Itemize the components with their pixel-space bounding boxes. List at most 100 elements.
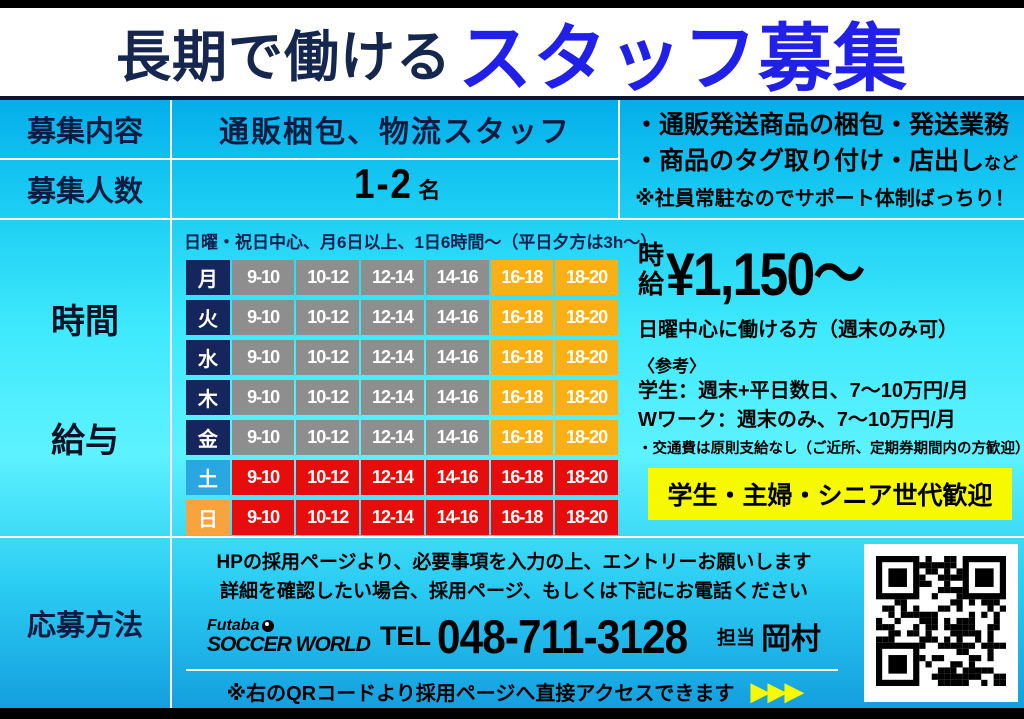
time-slot-cell: 12-14 [361, 340, 424, 375]
time-slot-cell: 18-20 [555, 340, 618, 375]
time-slot-cell: 16-18 [490, 380, 554, 415]
hourly-wage-label-char-1: 時 [638, 239, 665, 270]
company-logo-top: Futaba [206, 616, 275, 634]
schedule-row: 水 9-10 10-12 12-14 14-16 16-18 18-20 [186, 340, 618, 375]
contact-person-name: 岡村 [761, 623, 822, 657]
day-cell: 火 [186, 300, 230, 335]
schedule-row: 金 9-10 10-12 12-14 14-16 16-18 18-20 [186, 420, 618, 455]
bottom-black-bar [0, 708, 1024, 719]
label-time: 時間 [51, 303, 119, 341]
time-slot-cell: 14-16 [425, 420, 489, 455]
time-slot-cell: 16-18 [490, 260, 554, 295]
schedule-table-body: 月 9-10 10-12 12-14 14-16 16-18 18-20 火 9-10 10-12… [186, 260, 618, 535]
contact-person-label: 担当 [717, 627, 756, 649]
company-logo: Futaba SOCCER WORLD [206, 616, 371, 656]
day-cell: 月 [186, 260, 230, 295]
tel-number: 048-711-3128 [436, 609, 688, 663]
company-logo-top-text: Futaba [206, 616, 260, 634]
time-slot-cell: 14-16 [425, 500, 489, 535]
time-slot-cell: 12-14 [361, 500, 424, 535]
time-slot-cell: 12-14 [361, 420, 424, 455]
apply-divider-line [186, 668, 838, 671]
value-recruit-content: 通販梱包、物流スタッフ [172, 100, 620, 160]
time-slot-cell: 9-10 [231, 260, 295, 295]
job-details-panel: ・通販発送商品の梱包・発送業務 ・商品のタグ取り付け・店出しなど ※社員常駐なの… [620, 100, 1024, 220]
time-slot-cell: 10-12 [296, 340, 360, 375]
time-slot-cell: 18-20 [555, 260, 618, 295]
time-slot-cell: 12-14 [361, 460, 424, 495]
apply-instruction-1: HPの採用ページより、必要事項を入力の上、エントリーお願いします [216, 552, 812, 573]
schedule-row: 木 9-10 10-12 12-14 14-16 16-18 18-20 [186, 380, 618, 415]
apply-instruction-2: 詳細を確認したい場合、採用ページ、もしくは下記にお電話ください [219, 581, 809, 603]
qr-note-row: ※右のQRコードより採用ページへ直接アクセスできます ▶▶▶ [182, 677, 846, 706]
hourly-wage-label: 時 給 [638, 241, 664, 298]
time-slot-cell: 16-18 [490, 300, 554, 335]
recruit-count-unit: 名 [418, 178, 441, 203]
reference-line-wwork: Wワーク：週末のみ、7～10万円/月 [638, 409, 956, 431]
day-cell: 水 [186, 340, 230, 375]
schedule-table: 月 9-10 10-12 12-14 14-16 16-18 18-20 火 9-10 10-12… [184, 255, 620, 540]
reference-title: 〈参考〉 [638, 357, 706, 376]
schedule-row: 土 9-10 10-12 12-14 14-16 16-18 18-20 [186, 460, 618, 495]
job-duty-bullet-2: ・商品のタグ取り付け・店出しなど [634, 144, 1018, 180]
company-logo-bottom: SOCCER WORLD [206, 632, 371, 656]
time-slot-cell: 18-20 [555, 460, 618, 495]
time-slot-cell: 10-12 [296, 460, 360, 495]
arrow-right-icons: ▶▶▶ [750, 676, 804, 707]
time-slot-cell: 10-12 [296, 300, 360, 335]
day-cell: 木 [186, 380, 230, 415]
label-wage: 給与 [51, 422, 119, 460]
time-slot-cell: 18-20 [555, 380, 618, 415]
job-duty-bullet-1: ・通販発送商品の梱包・発送業務 [634, 111, 1010, 139]
time-slot-cell: 18-20 [555, 500, 618, 535]
time-slot-cell: 12-14 [361, 260, 424, 295]
wage-line: 時 給 ¥1,150～ [638, 226, 1018, 313]
time-slot-cell: 10-12 [296, 420, 360, 455]
top-black-bar [0, 0, 1024, 8]
time-slot-cell: 14-16 [425, 260, 489, 295]
welcome-banner: 学生・主婦・シニア世代歓迎 [648, 468, 1012, 520]
time-slot-cell: 18-20 [555, 420, 618, 455]
recruit-count-number: 1-2 [353, 160, 413, 207]
time-slot-cell: 16-18 [490, 460, 554, 495]
day-cell: 土 [186, 460, 230, 495]
transport-note: ・交通費は原則支給なし（ご近所、定期券期間内の方歓迎） [638, 441, 1024, 457]
label-recruit-count: 募集人数 [0, 160, 172, 220]
time-slot-cell: 9-10 [231, 380, 295, 415]
schedule-row: 日 9-10 10-12 12-14 14-16 16-18 18-20 [186, 500, 618, 535]
value-recruit-count: 1-2 名 [172, 160, 620, 220]
support-note: ※社員常駐なのでサポート体制ばっちり！ [635, 188, 1015, 210]
schedule-caption: 日曜・祝日中心、月6日以上、1日6時間～（平日夕方は3h～） [184, 233, 658, 252]
time-slot-cell: 9-10 [231, 340, 295, 375]
day-cell: 日 [186, 500, 230, 535]
time-slot-cell: 9-10 [231, 460, 295, 495]
time-slot-cell: 9-10 [231, 500, 295, 535]
label-time-wage: 時間 給与 [0, 220, 172, 538]
time-slot-cell: 10-12 [296, 260, 360, 295]
time-slot-cell: 16-18 [490, 420, 554, 455]
job-duty-bullet-2-main: ・商品のタグ取り付け・店出し [634, 146, 985, 175]
time-slot-cell: 12-14 [361, 300, 424, 335]
qr-code [876, 555, 1006, 691]
schedule-row: 火 9-10 10-12 12-14 14-16 16-18 18-20 [186, 300, 618, 335]
telephone-row: Futaba SOCCER WORLD TEL 048-711-3128 担当 … [182, 609, 846, 664]
time-slot-cell: 14-16 [425, 460, 489, 495]
label-recruit-content: 募集内容 [0, 100, 172, 160]
time-slot-cell: 16-18 [490, 500, 554, 535]
hourly-wage-label-char-2: 給 [638, 268, 665, 299]
poster-body: 募集内容 通販梱包、物流スタッフ ・通販発送商品の梱包・発送業務 ・商品のタグ取… [0, 96, 1024, 708]
poster-header: 長期で働ける スタッフ募集 [0, 8, 1024, 100]
time-slot-cell: 12-14 [361, 380, 424, 415]
day-cell: 金 [186, 420, 230, 455]
time-slot-cell: 9-10 [231, 420, 295, 455]
title-right: スタッフ募集 [458, 16, 908, 100]
time-slot-cell: 10-12 [296, 380, 360, 415]
time-slot-cell: 14-16 [425, 300, 489, 335]
time-slot-cell: 18-20 [555, 300, 618, 335]
qr-note-text: ※右のQRコードより採用ページへ直接アクセスできます [226, 682, 735, 705]
time-slot-cell: 16-18 [490, 340, 554, 375]
hourly-wage-amount: ¥1,150～ [666, 241, 865, 308]
time-slot-cell: 9-10 [231, 300, 295, 335]
qr-code-box [864, 544, 1018, 702]
wage-panel: 時 給 ¥1,150～ 日曜中心に働ける方（週末のみ可） 〈参考〉 学生：週末+… [620, 220, 1024, 538]
